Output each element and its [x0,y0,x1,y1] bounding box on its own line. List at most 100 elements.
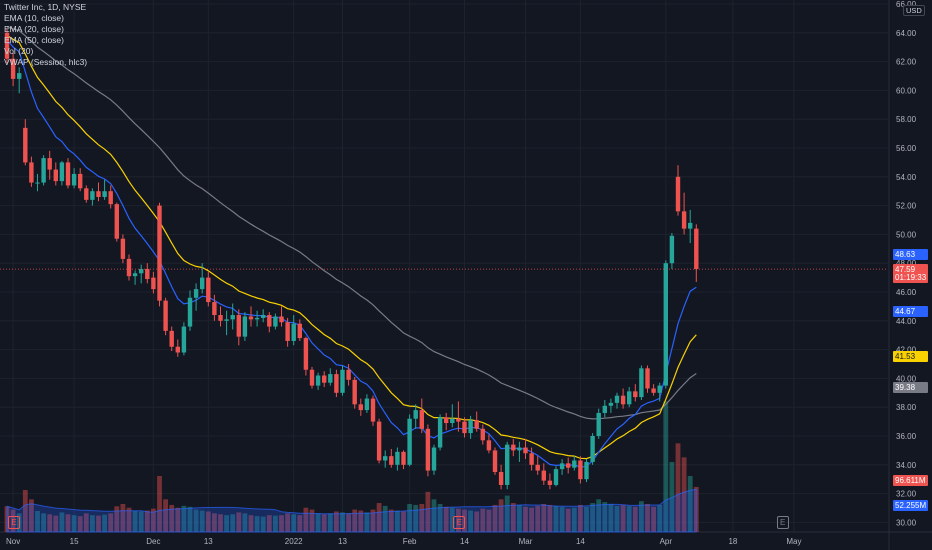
candle-body [395,451,400,465]
earnings-badge[interactable]: E [776,516,789,529]
price-tick-label: 40.00 [896,374,917,383]
indicator-vwap[interactable]: VWAP (Session, hlc3) [4,57,88,67]
ema20-line [6,34,697,460]
candle [29,156,34,187]
indicator-volume[interactable]: Vol (20) [4,46,34,56]
indicator-ema10[interactable]: EMA (10, close) [4,13,64,23]
candle-body [553,469,559,485]
volume-bar [602,502,608,532]
candle-body [590,436,595,462]
candle-body [444,417,449,424]
candle [572,456,577,471]
volume-bar [346,513,351,532]
volume-ma-area [6,488,697,533]
candle [553,466,559,487]
volume-bar [199,510,205,532]
candle-body [364,398,370,411]
volume-bar [663,401,669,532]
price-tick-label: 54.00 [896,173,917,182]
volume-bar [382,505,388,532]
candle-body [437,417,443,448]
candle [267,312,272,333]
candle-body [267,315,272,327]
candle-body [517,447,522,451]
candle-body [651,388,656,393]
earnings-badge[interactable]: E [453,516,466,529]
candle-body [23,127,28,163]
volume-bar [138,511,144,532]
candle-body [169,330,174,347]
candle [273,313,278,330]
candle [90,188,95,206]
candle [474,411,479,432]
candle [261,309,266,323]
candle [346,364,351,386]
indicator-ema20[interactable]: EMA (20, close) [4,24,64,34]
candle-body [285,322,290,341]
candle [285,317,290,347]
candle [669,232,675,269]
price-tick-label: 58.00 [896,115,917,124]
vwap-tag: 48.63 [893,248,928,260]
volume-bar [449,507,455,532]
candle-body [120,238,126,259]
candle [364,394,370,413]
volume-bar [626,505,632,532]
candle [505,441,510,490]
earnings-badge[interactable]: E [8,516,21,529]
candle-body [200,277,205,290]
volume-bar [212,513,217,532]
volume-bar [96,515,101,532]
indicator-ema50[interactable]: EMA (50, close) [4,35,64,45]
volume-bar [273,515,278,532]
volume-bar [157,476,162,532]
candle-body [322,375,327,383]
ema50-line [6,26,697,420]
time-tick-label: 14 [460,537,469,546]
candle-body [614,395,620,403]
volume-bar [205,511,211,532]
candle-body [248,316,254,320]
candle-body [498,472,504,485]
candle-body [340,369,345,393]
candle [419,398,424,434]
volume-bar [675,443,681,532]
volume-bar [388,509,394,532]
ema50-tag: 39.38 [893,381,928,393]
currency-label[interactable]: USD [903,5,925,16]
price-tick-label: 44.00 [896,317,917,326]
time-tick-label: 13 [204,537,213,546]
candle-body [419,410,424,429]
candle [413,404,418,429]
symbol-title: Twitter Inc, 1D, NYSE [4,2,87,12]
volume-bar [535,505,541,532]
volume-bar [620,504,626,532]
volume-bar [315,513,321,532]
candle [10,52,16,87]
candle [328,368,333,386]
candle [444,412,449,431]
candle-body [132,273,138,277]
candle [175,339,180,357]
candle-body [639,368,644,398]
volume-bar [218,514,223,532]
volume-bars [4,401,699,532]
volume-bar [364,512,370,532]
candle [84,185,89,203]
volume-bar [571,507,577,532]
candle-body [602,405,607,413]
candle-body [139,268,144,274]
candle-body [425,428,431,471]
volume-bar [230,514,236,532]
candle-body [620,395,626,405]
volume-bar [47,514,53,532]
candle [395,447,400,471]
candle-body [681,211,687,229]
candle [291,315,296,346]
volume-bar [321,514,327,532]
candle-body [401,451,406,465]
volume-bar [35,511,40,532]
candle [200,263,205,294]
volume-tag: 96.611M [893,475,928,487]
